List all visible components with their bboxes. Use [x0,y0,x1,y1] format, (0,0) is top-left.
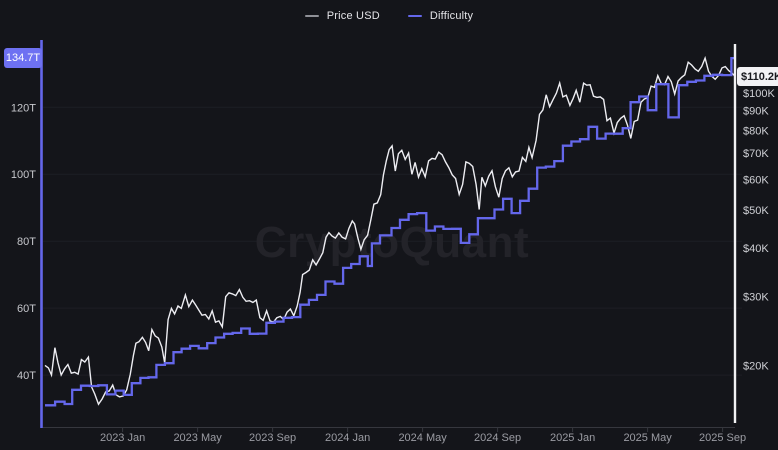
price-tick-label: $40K [743,243,769,255]
price-line [44,55,736,406]
watermark-text: CryptoQuant [255,218,529,267]
price-tick-label: $90K [743,106,769,118]
legend-label-difficulty: Difficulty [429,10,474,22]
difficulty-tick-label: 120T [11,102,36,114]
price-last-value-badge: $110.2K [737,67,778,86]
price-tick-label: $100K [743,88,775,100]
difficulty-tick-label: 80T [17,236,36,248]
difficulty-tick-label: 60T [17,303,36,315]
x-tick-label: 2025 Sep [699,432,746,444]
difficulty-tick-label: 100T [11,169,36,181]
price-line-swatch [304,15,319,17]
price-tick-label: $30K [743,292,769,304]
x-tick-label: 2023 May [173,432,222,444]
price-tick-label: $80K [743,126,769,138]
x-tick-label: 2024 Sep [474,432,521,444]
x-tick-label: 2023 Jan [100,432,145,444]
difficulty-line-swatch [407,15,422,17]
price-tick-label: $20K [743,360,769,372]
price-tick-label: $50K [743,205,769,217]
difficulty-tick-label: 40T [17,370,36,382]
chart-legend: Price USD Difficulty [0,10,778,22]
difficulty-line [45,56,735,407]
x-tick-label: 2025 Jan [550,432,595,444]
price-tick-label: $60K [743,174,769,186]
legend-item-difficulty[interactable]: Difficulty [407,10,474,22]
x-tick-label: 2024 Jan [325,432,370,444]
x-tick-label: 2023 Sep [249,432,296,444]
x-tick-label: 2025 May [623,432,672,444]
difficulty-last-value-badge: 134.7T [4,48,42,68]
price-tick-label: $70K [743,148,769,160]
x-tick-label: 2024 May [398,432,447,444]
legend-item-price-usd[interactable]: Price USD [304,10,380,22]
legend-label-price-usd: Price USD [326,10,380,22]
